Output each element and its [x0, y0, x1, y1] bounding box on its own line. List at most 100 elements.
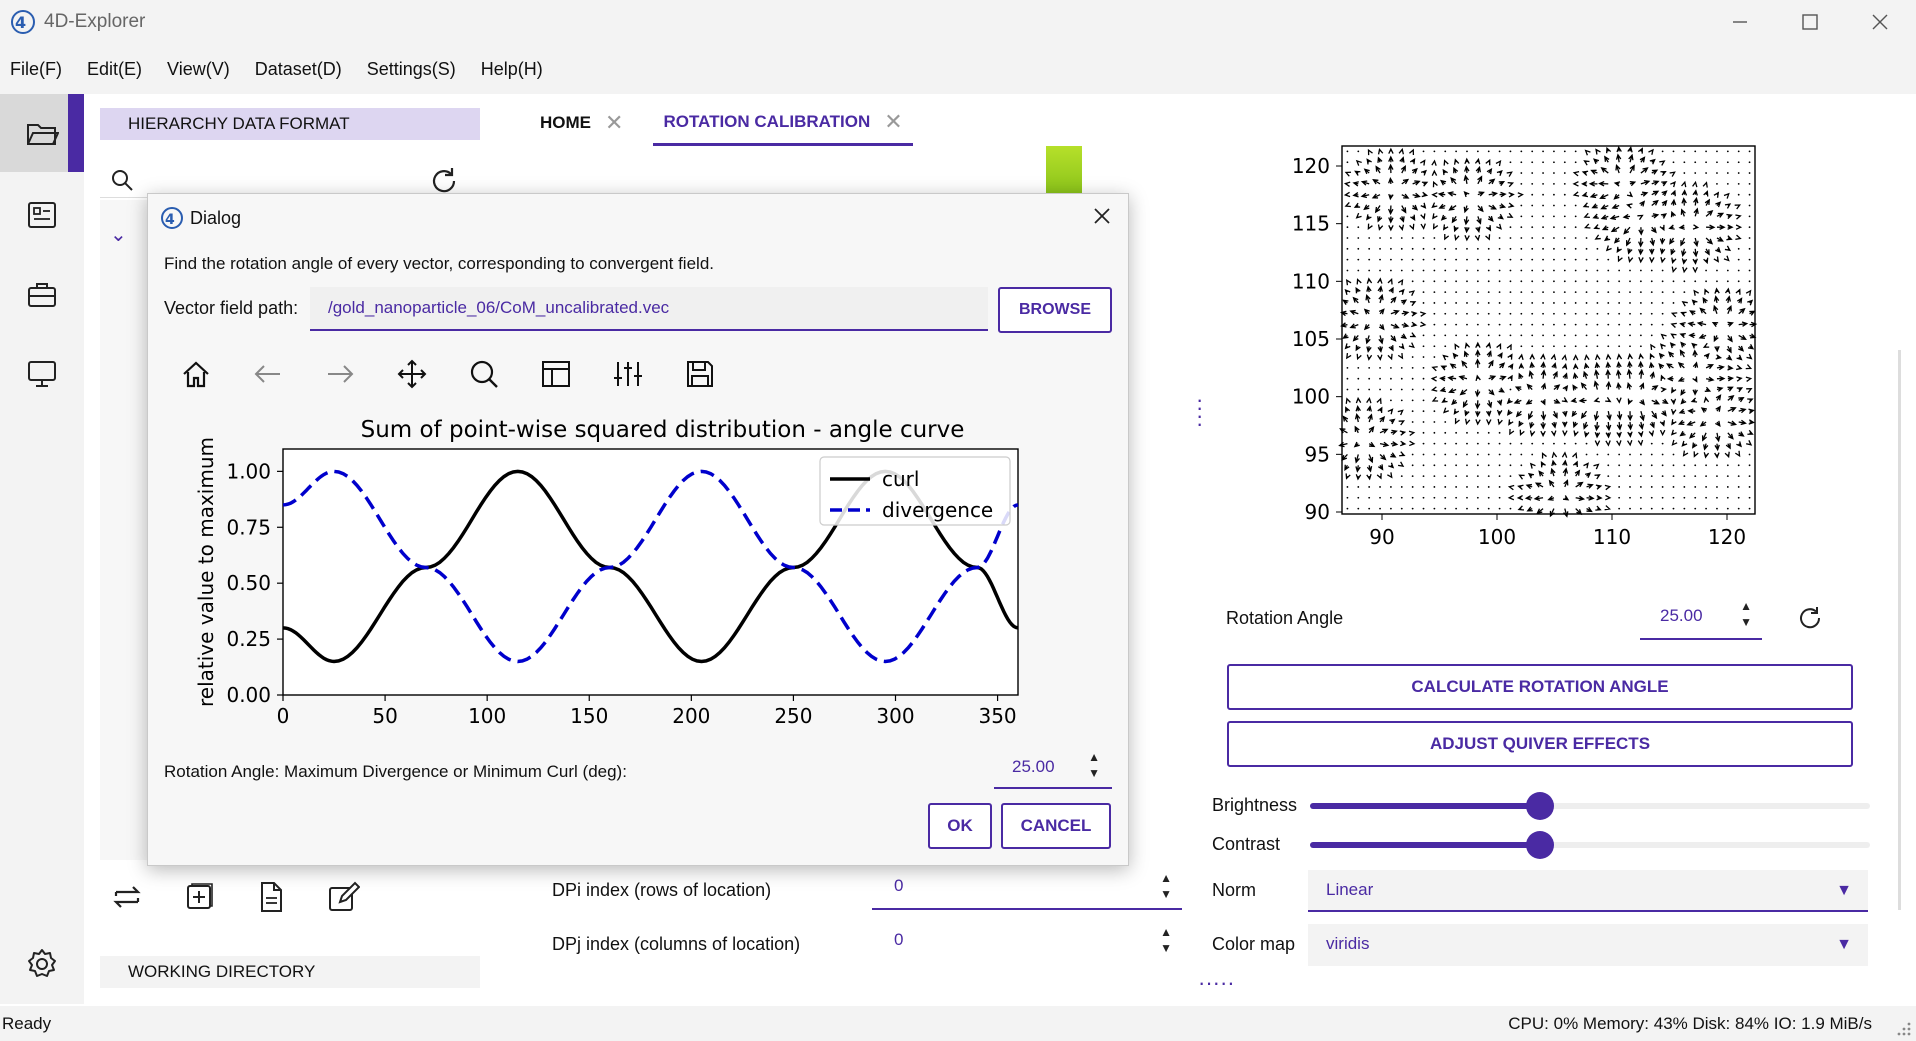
tab-home[interactable]: HOME ✕ — [530, 108, 633, 146]
monitor-icon — [28, 361, 56, 387]
quiver-vector — [1748, 507, 1751, 510]
quiver-vector — [1498, 291, 1501, 294]
quiver-vector — [1723, 192, 1730, 199]
quiver-vector — [1488, 178, 1496, 185]
swap-icon[interactable] — [110, 880, 144, 914]
quiver-vector — [1581, 191, 1589, 198]
forward-icon[interactable] — [324, 358, 356, 390]
colormap-select[interactable]: viridis ▼ — [1308, 924, 1868, 966]
menu-help[interactable]: Help(H) — [480, 58, 543, 79]
quiver-vector — [1531, 215, 1534, 218]
quiver-vector — [1694, 280, 1697, 283]
quiver-vector — [1713, 256, 1720, 263]
dialog-rotation-spinner[interactable]: ▲ ▼ — [1088, 750, 1100, 780]
quiver-vector — [1670, 312, 1678, 318]
quiver-vector — [1398, 224, 1405, 232]
minimize-button[interactable] — [1712, 6, 1768, 38]
quiver-vector — [1639, 382, 1645, 390]
dialog-rotation-input[interactable]: 25.00 ▲ ▼ — [994, 749, 1112, 789]
menu-file[interactable]: File(F) — [10, 58, 62, 79]
quiver-vector — [1639, 312, 1642, 315]
contrast-handle[interactable] — [1525, 831, 1554, 859]
menu-settings[interactable]: Settings(S) — [366, 58, 456, 79]
vertical-splitter-handle[interactable]: · · · · — [1196, 387, 1204, 436]
dpi-index-input[interactable]: 0 ▲ ▼ — [872, 870, 1182, 910]
quiver-vector — [1513, 398, 1522, 404]
contrast-slider[interactable] — [1310, 831, 1870, 859]
scrollbar-thumb[interactable] — [1898, 350, 1901, 910]
quiver-vector — [1661, 269, 1664, 272]
tree-expand-chevron-icon[interactable]: ⌄ — [110, 224, 127, 246]
calculate-rotation-button[interactable]: CALCULATE ROTATION ANGLE — [1227, 664, 1853, 710]
quiver-vector — [1390, 269, 1392, 272]
edit-icon[interactable] — [326, 880, 360, 914]
rail-tasks-button[interactable] — [0, 256, 84, 334]
quiver-vector — [1661, 453, 1664, 456]
quiver-vector — [1466, 507, 1468, 510]
angle-curve-chart[interactable]: Sum of point-wise squared distribution -… — [148, 404, 1130, 944]
quiver-vector — [1658, 352, 1665, 359]
add-file-icon[interactable] — [182, 880, 216, 914]
rail-display-button[interactable] — [0, 334, 84, 412]
dialog-close-icon[interactable] — [1090, 204, 1114, 228]
resize-grip-icon[interactable] — [1890, 1015, 1912, 1037]
home-icon[interactable] — [180, 358, 212, 390]
quiver-vector — [1715, 354, 1723, 360]
quiver-plot[interactable]: 90 100 110 120 120 115 110 105 100 95 90 — [1280, 140, 1760, 560]
quiver-vector — [1531, 237, 1534, 239]
quiver-vector — [1618, 269, 1621, 272]
quiver-vector — [1444, 291, 1447, 294]
maximize-button[interactable] — [1782, 6, 1838, 38]
dpj-index-input[interactable]: 0 ▲ ▼ — [872, 924, 1182, 964]
quiver-vector — [1498, 464, 1501, 467]
subplots-icon[interactable] — [540, 358, 572, 390]
zoom-icon[interactable] — [468, 358, 500, 390]
reset-rotation-icon[interactable] — [1796, 604, 1824, 632]
tab-home-close-icon[interactable]: ✕ — [605, 110, 624, 135]
rotation-angle-input[interactable]: 25.00 ▲ ▼ — [1640, 598, 1762, 640]
menu-dataset[interactable]: Dataset(D) — [254, 58, 342, 79]
quiver-vector — [1604, 484, 1612, 491]
menu-view[interactable]: View(V) — [167, 58, 230, 79]
quiver-vector — [1593, 397, 1600, 403]
cancel-button[interactable]: CANCEL — [1001, 803, 1111, 849]
quiver-vector — [1474, 389, 1481, 398]
quiver-vector — [1552, 410, 1558, 419]
back-icon[interactable] — [252, 358, 284, 390]
quiver-vector — [1605, 432, 1612, 439]
brightness-slider[interactable] — [1310, 792, 1870, 820]
horizontal-splitter-handle[interactable]: ····· — [1198, 970, 1235, 995]
adjust-quiver-button[interactable]: ADJUST QUIVER EFFECTS — [1227, 721, 1853, 767]
quiver-vector — [1553, 269, 1555, 272]
dpj-spinner[interactable]: ▲ ▼ — [1160, 925, 1172, 955]
quiver-vector — [1600, 214, 1609, 220]
quiver-vector — [1551, 459, 1557, 467]
tab-rotation-calibration[interactable]: ROTATION CALIBRATION ✕ — [653, 108, 913, 146]
tab-rotation-close-icon[interactable]: ✕ — [884, 108, 903, 134]
file-icon[interactable] — [254, 880, 288, 914]
quiver-vector — [1498, 150, 1501, 153]
menu-edit[interactable]: Edit(E) — [87, 58, 143, 79]
quiver-vector — [1662, 398, 1669, 404]
brightness-handle[interactable] — [1525, 792, 1554, 820]
settings-gear-icon[interactable] — [24, 946, 60, 982]
dialog-title-bar: 4 Dialog — [160, 206, 241, 230]
configure-icon[interactable] — [612, 358, 644, 390]
quiver-vector — [1551, 430, 1557, 437]
dpi-spinner[interactable]: ▲ ▼ — [1160, 871, 1172, 901]
quiver-vector — [1748, 475, 1751, 478]
save-icon[interactable] — [684, 358, 716, 390]
rotation-angle-spinner[interactable]: ▲ ▼ — [1740, 599, 1752, 629]
quiver-vector — [1692, 361, 1699, 369]
norm-select[interactable]: Linear ▼ — [1308, 870, 1868, 912]
quiver-vector — [1433, 258, 1436, 261]
ok-button[interactable]: OK — [928, 803, 992, 849]
close-window-button[interactable] — [1852, 6, 1908, 38]
quiver-vector — [1377, 224, 1384, 231]
refresh-tree-icon[interactable] — [428, 165, 460, 197]
browse-button[interactable]: BROWSE — [998, 287, 1112, 333]
rail-info-button[interactable] — [0, 176, 84, 254]
vector-field-path-input[interactable]: /gold_nanoparticle_06/CoM_uncalibrated.v… — [310, 287, 988, 331]
pan-icon[interactable] — [396, 358, 428, 390]
vertical-scrollbar[interactable] — [1890, 94, 1916, 1004]
